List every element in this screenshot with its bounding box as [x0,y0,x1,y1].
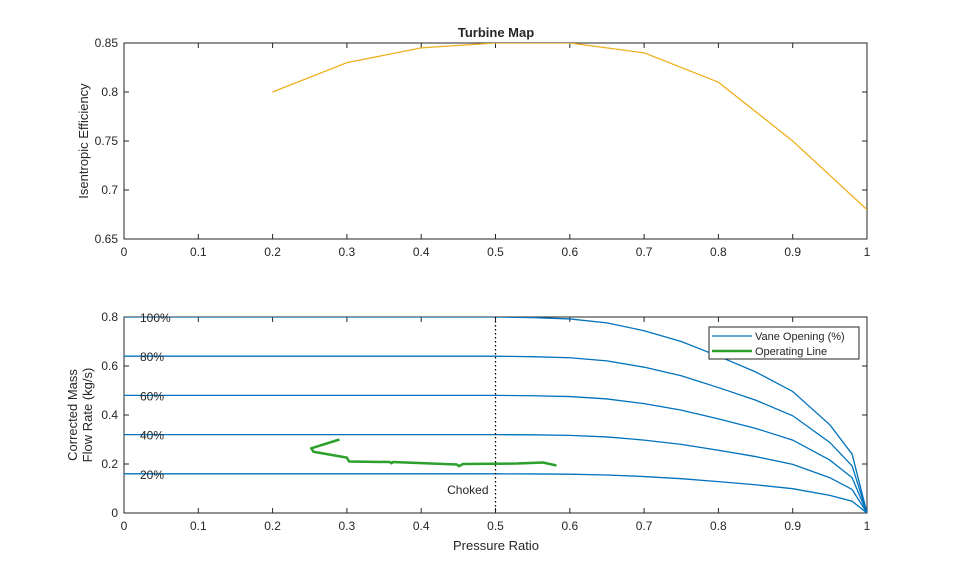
x-tick-label: 0 [121,519,128,533]
x-tick-label: 0.8 [710,245,727,259]
x-tick-label: 1 [864,245,871,259]
x-axis-label: Pressure Ratio [453,538,539,553]
y-axis-label-line2: Flow Rate (kg/s) [80,368,95,463]
vane-label: 20% [140,468,164,482]
y-tick-label: 0.6 [101,359,118,373]
plot-lines [124,317,867,513]
operating-line [309,438,557,468]
y-tick-label: 0.8 [101,85,118,99]
x-tick-label: 1 [864,519,871,533]
vane-curve-100pct [124,317,867,513]
choked-label: Choked [447,483,488,497]
y-tick-label: 0.4 [101,408,118,422]
legend-box [708,326,860,360]
y-tick-label: 0.2 [101,457,118,471]
x-tick-label: 0.1 [190,245,207,259]
x-tick-label: 0.5 [487,519,504,533]
x-tick-label: 0.5 [487,245,504,259]
vane-curve-20pct [124,473,867,513]
legend-label-vane: Vane Opening (%) [755,331,845,343]
x-tick-label: 0.4 [413,245,430,259]
x-tick-label: 0.7 [636,245,653,259]
vane-label: 40% [140,429,164,443]
x-tick-label: 0.6 [561,519,578,533]
x-tick-label: 0.1 [190,519,207,533]
y-tick-label: 0.75 [95,134,119,148]
plot-lines [272,43,867,211]
plot-area [123,42,868,240]
x-tick-label: 0.8 [710,519,727,533]
vane-curve-60pct [124,394,867,513]
y-tick-label: 0.85 [95,36,119,50]
x-tick-label: 0.2 [264,519,281,533]
vane-label: 80% [140,350,164,364]
legend: Vane Opening (%) Operating Line [708,326,860,360]
axes-1: 0 0.1 0.2 0.3 0.4 0.5 0.6 0.7 0.8 0.9 1 0 0.2 0.4 0.6 0… [65,310,871,553]
x-tick-label: 0.6 [561,245,578,259]
y-axis-label-line1: Corrected Mass [65,369,80,461]
x-tick-label: 0.7 [636,519,653,533]
chart-title: Turbine Map [458,25,534,40]
legend-label-operating: Operating Line [755,346,827,358]
vane-curve-40pct [124,433,867,513]
y-tick-label: 0 [111,506,118,520]
x-tick-label: 0.3 [339,519,356,533]
vane-label: 60% [140,389,164,403]
vane-label: 100% [140,311,171,325]
vane-curve-80pct [124,355,867,513]
y-tick-label: 0.65 [95,232,119,246]
y-axis-label: Isentropic Efficiency [76,83,91,199]
x-tick-label: 0.2 [264,245,281,259]
axes-0: 0 0.1 0.2 0.3 0.4 0.5 0.6 0.7 0.8 0.9 1 0.65 0.7 0.75… [76,25,871,259]
efficiency-line [272,43,867,211]
y-tick-label: 0.8 [101,310,118,324]
x-tick-label: 0 [121,245,128,259]
x-tick-label: 0.9 [784,519,801,533]
x-tick-label: 0.4 [413,519,430,533]
x-tick-label: 0.9 [784,245,801,259]
x-tick-label: 0.3 [339,245,356,259]
y-tick-label: 0.7 [101,183,118,197]
